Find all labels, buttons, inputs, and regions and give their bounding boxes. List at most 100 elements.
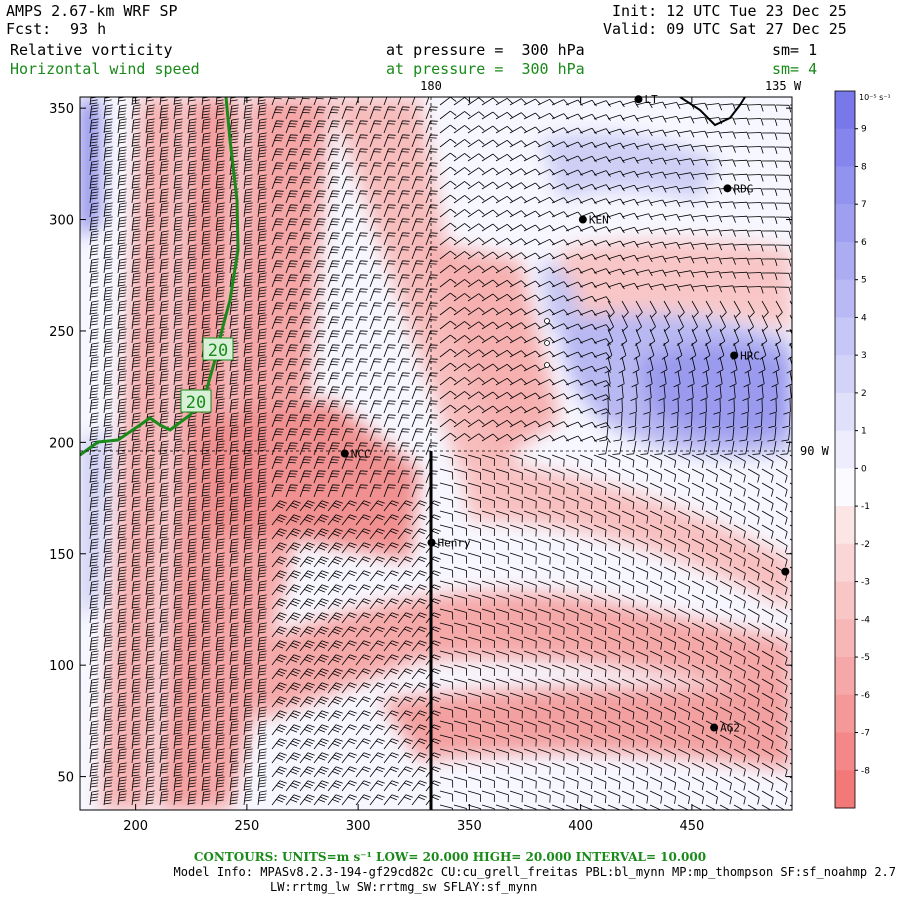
wind-barb (593, 594, 607, 608)
wind-barb (173, 412, 183, 428)
wind-barb (89, 104, 99, 120)
wind-barb (243, 174, 253, 190)
wind-barb (145, 300, 155, 316)
wind-barb (775, 776, 788, 791)
wind-barb (642, 412, 651, 429)
wind-barb (761, 510, 774, 525)
wind-barb (159, 440, 169, 456)
wind-barb (691, 678, 704, 693)
wind-barb (565, 636, 579, 649)
wind-barb (728, 384, 736, 401)
wind-barb (565, 552, 579, 565)
wind-barb (761, 552, 774, 567)
wind-barb (761, 622, 774, 637)
wind-barb (713, 398, 721, 415)
wind-barb (705, 538, 718, 553)
wind-barb (551, 580, 565, 593)
wind-barb (768, 412, 777, 429)
wind-barb (579, 99, 597, 107)
wind-barb (495, 265, 513, 274)
wind-barb (733, 720, 746, 735)
wind-barb (285, 274, 298, 288)
wind-barb (369, 330, 382, 344)
colorbar-swatch (835, 279, 855, 318)
wind-barb (523, 378, 541, 386)
wind-barb (257, 398, 267, 414)
wind-barb (313, 738, 329, 750)
wind-barb (537, 538, 551, 551)
wind-barb (775, 748, 788, 763)
wind-barb (355, 120, 368, 134)
wind-barb (397, 570, 413, 582)
wind-barb (551, 468, 565, 481)
wind-barb (341, 528, 357, 540)
wind-barb (621, 776, 635, 790)
wind-barb (411, 260, 424, 274)
x-tick-label: 300 (346, 819, 371, 834)
wind-barb (453, 580, 467, 592)
wind-barb (495, 111, 513, 120)
wind-barb (593, 366, 611, 373)
wind-barb (117, 636, 127, 652)
wind-barb (243, 482, 253, 498)
wind-barb (719, 468, 732, 483)
wind-barb (747, 104, 764, 112)
wind-barb (215, 496, 225, 512)
model-info-physics: LW:rrtmg_lw SW:rrtmg_sw SFLAY:sf_mynn (270, 880, 538, 894)
wind-barb (201, 510, 211, 526)
wind-barb (173, 566, 183, 582)
wind-barb (117, 244, 127, 260)
wind-barb (313, 372, 326, 386)
wind-barb (327, 358, 340, 372)
wind-barb (257, 146, 267, 162)
wind-barb (131, 748, 141, 764)
wind-barb (257, 244, 267, 260)
wind-barb (117, 314, 127, 330)
wind-barb (285, 514, 301, 526)
wind-barb (103, 216, 113, 232)
wind-barb (537, 608, 551, 621)
wind-barb (635, 496, 649, 510)
wind-barb (705, 482, 718, 497)
wind-barb (635, 566, 649, 580)
wind-barb (355, 442, 368, 456)
wind-barb (607, 212, 625, 220)
wind-barb (439, 208, 457, 218)
wind-barb (229, 678, 239, 694)
wind-barb (243, 496, 253, 512)
wind-barb (117, 272, 127, 288)
wind-barb (663, 228, 681, 235)
wind-barb (187, 160, 197, 176)
wind-barb (89, 272, 99, 288)
wind-barb (117, 286, 127, 302)
wind-barb (103, 524, 113, 540)
wind-barb (383, 120, 396, 134)
wind-barb (215, 566, 225, 582)
wind-barb (369, 106, 382, 120)
wind-barb (621, 454, 635, 468)
wind-barb (131, 216, 141, 232)
wind-barb (670, 412, 679, 429)
wind-barb (481, 363, 499, 372)
wind-barb (313, 246, 326, 260)
wind-barb (747, 692, 760, 707)
wind-barb (439, 552, 454, 564)
wind-barb (201, 104, 211, 120)
wind-barb (103, 342, 113, 358)
wind-barb (621, 468, 635, 482)
x-tick-label: 200 (123, 819, 148, 834)
wind-barb (761, 678, 774, 693)
wind-barb (677, 706, 691, 720)
wind-barb (411, 598, 427, 610)
wind-barb (593, 678, 607, 692)
wind-barb (630, 384, 638, 401)
wind-barb (537, 622, 551, 635)
wind-barb (313, 598, 329, 610)
wind-barb (668, 440, 679, 455)
wind-barb (229, 580, 239, 596)
wind-barb (299, 330, 312, 344)
wind-barb (439, 404, 457, 414)
wind-barb (579, 379, 597, 387)
wind-barb (523, 364, 541, 372)
wind-barb (117, 216, 127, 232)
